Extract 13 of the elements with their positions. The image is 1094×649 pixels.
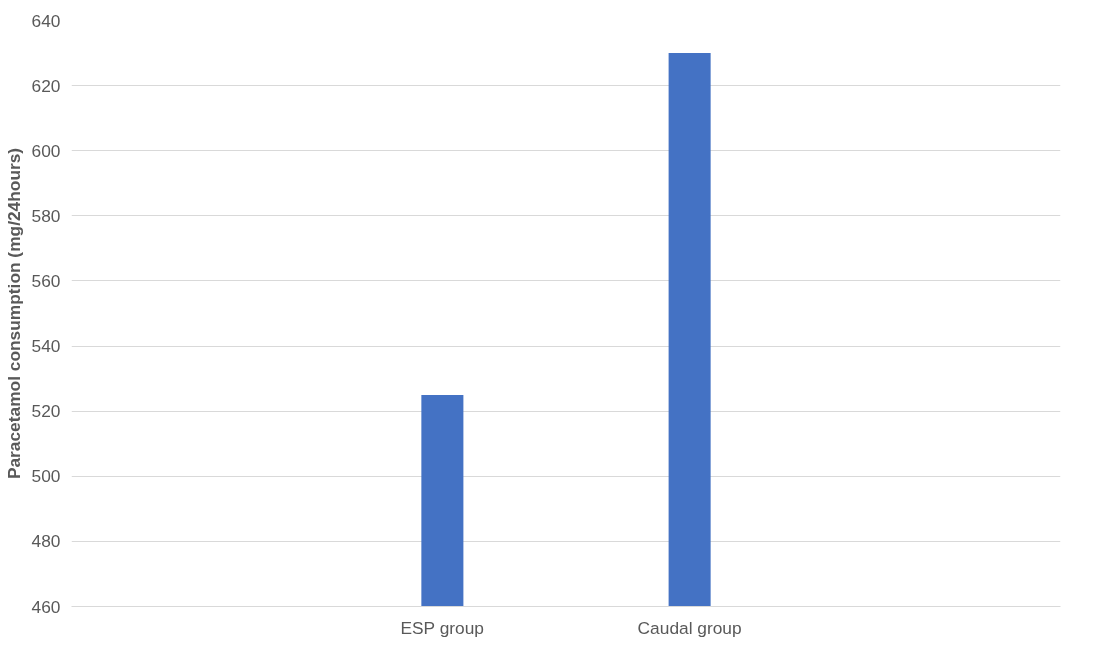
y-tick-label: 540	[31, 336, 61, 357]
x-tick-label: Caudal group	[637, 617, 742, 638]
y-tick-label: 500	[31, 466, 61, 487]
y-tick-label: 620	[31, 75, 61, 96]
y-tick-label: 460	[31, 596, 61, 617]
y-tick-label: 640	[31, 10, 61, 31]
y-tick-label: 600	[31, 140, 61, 161]
y-axis-title: Paracetamol consumption (mg/24hours)	[3, 147, 24, 480]
y-tick-label: 480	[31, 531, 61, 552]
x-tick-label: ESP group	[400, 617, 484, 638]
y-tick-label: 520	[31, 401, 61, 422]
y-tick-label: 580	[31, 205, 61, 226]
y-tick-label: 560	[31, 270, 61, 291]
